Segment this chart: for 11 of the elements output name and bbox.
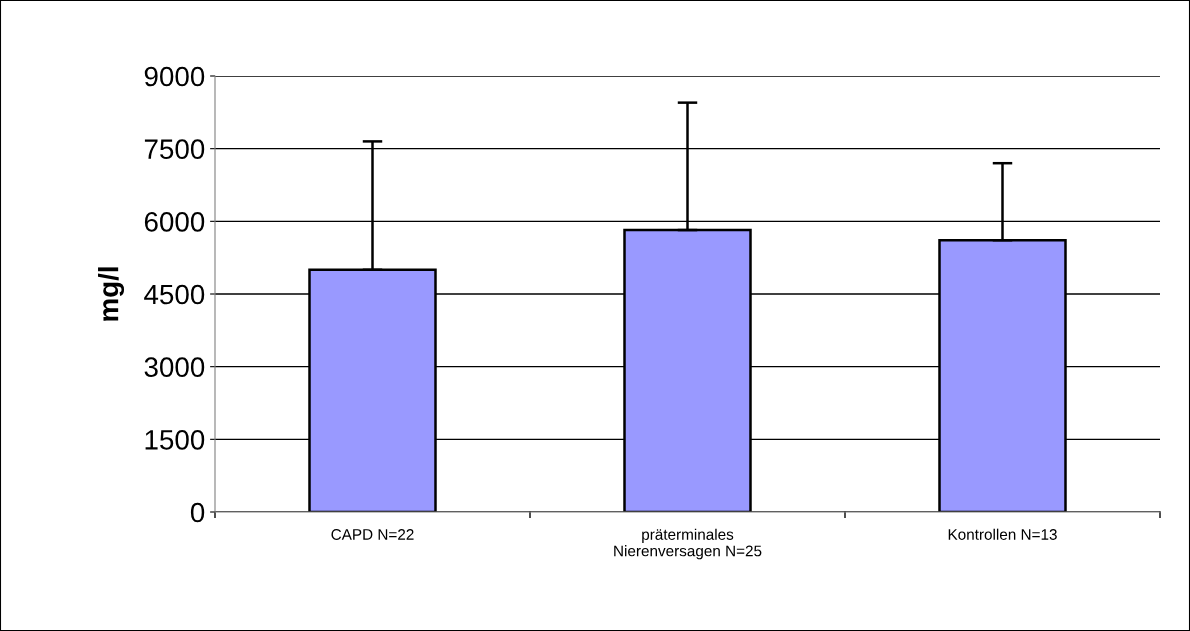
x-tick-label: Kontrollen N=13: [948, 528, 1057, 540]
x-tick-label: CAPD N=22: [331, 529, 414, 540]
y-tick-label: 9000: [144, 66, 205, 87]
y-tick-label: 3000: [144, 357, 205, 378]
y-tick-label: 0: [190, 502, 205, 523]
y-tick-label: 4500: [144, 284, 205, 305]
y-tick-label: 7500: [144, 139, 205, 160]
y-tick-label: 1500: [145, 430, 205, 450]
y-tick-label: 6000: [144, 212, 205, 232]
y-axis-title: mg/l: [98, 267, 125, 321]
x-tick-label: präterminales Nierenversagen N=25: [614, 528, 762, 560]
